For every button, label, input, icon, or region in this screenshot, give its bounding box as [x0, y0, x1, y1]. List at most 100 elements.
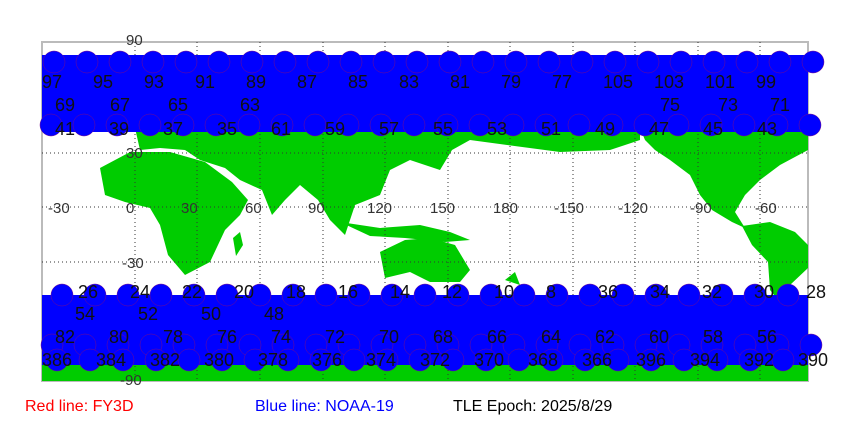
track-time-label: 372	[420, 350, 450, 370]
track-time-label: 382	[150, 350, 180, 370]
track-time-label: 10	[494, 282, 514, 302]
track-time-label: 20	[234, 282, 254, 302]
track-time-label: 52	[138, 304, 158, 324]
track-point	[666, 113, 690, 137]
track-point	[347, 283, 371, 307]
track-time-label: 45	[703, 119, 723, 139]
satellite-tracks	[39, 50, 825, 372]
track-point	[138, 113, 162, 137]
track-point	[507, 348, 531, 372]
track-time-label: 34	[650, 282, 670, 302]
track-time-label: 56	[757, 327, 777, 347]
track-point	[314, 283, 338, 307]
longitude-label: -30	[48, 200, 70, 217]
track-point	[606, 348, 630, 372]
track-time-label: 77	[552, 72, 572, 92]
track-time-label: 87	[297, 72, 317, 92]
track-point	[336, 113, 360, 137]
track-point	[369, 113, 393, 137]
track-point	[512, 283, 536, 307]
track-point	[636, 50, 660, 74]
track-point	[633, 113, 657, 137]
track-point	[573, 348, 597, 372]
track-point	[471, 50, 495, 74]
track-point	[710, 283, 734, 307]
track-point	[240, 50, 264, 74]
track-point	[174, 50, 198, 74]
track-time-label: 12	[442, 282, 462, 302]
track-point	[768, 50, 792, 74]
track-point	[479, 283, 503, 307]
track-point	[798, 113, 822, 137]
track-time-label: 24	[130, 282, 150, 302]
track-time-label: 58	[703, 327, 723, 347]
track-point	[215, 283, 239, 307]
track-time-label: 53	[487, 119, 507, 139]
track-point	[570, 50, 594, 74]
track-point	[306, 50, 330, 74]
track-time-label: 14	[390, 282, 410, 302]
track-point	[149, 283, 173, 307]
track-point	[611, 283, 635, 307]
longitude-label: 90	[308, 200, 325, 217]
track-time-label: 26	[78, 282, 98, 302]
track-point	[438, 50, 462, 74]
longitude-label: 150	[430, 200, 455, 217]
indonesia	[340, 222, 470, 242]
track-point	[534, 113, 558, 137]
track-point	[50, 283, 74, 307]
track-point	[537, 50, 561, 74]
track-time-label: 76	[217, 327, 237, 347]
track-time-label: 57	[379, 119, 399, 139]
longitude-label: 0	[126, 200, 134, 217]
track-point	[600, 113, 624, 137]
track-point	[504, 50, 528, 74]
latitude-label: 90	[126, 32, 143, 49]
track-time-label: 75	[660, 95, 680, 115]
track-time-label: 370	[474, 350, 504, 370]
track-point	[339, 50, 363, 74]
track-time-label: 71	[770, 95, 790, 115]
track-point	[270, 113, 294, 137]
track-point	[540, 348, 564, 372]
track-point	[75, 50, 99, 74]
track-point	[771, 348, 795, 372]
track-time-label: 366	[582, 350, 612, 370]
track-point	[702, 50, 726, 74]
track-point	[402, 113, 426, 137]
track-time-label: 47	[649, 119, 669, 139]
track-time-label: 78	[163, 327, 183, 347]
track-point	[171, 113, 195, 137]
track-point	[603, 50, 627, 74]
track-point	[743, 283, 767, 307]
track-time-label: 39	[109, 119, 129, 139]
track-time-label: 51	[541, 119, 561, 139]
track-time-label: 80	[109, 327, 129, 347]
track-point	[342, 348, 366, 372]
axis-labels: -30 0 30 60 90 120 150 180 -150 -120 -90 -60 90 30 -30…	[48, 32, 777, 389]
new-zealand	[505, 272, 520, 285]
track-time-label: 62	[595, 327, 615, 347]
track-point	[408, 348, 432, 372]
track-point	[108, 50, 132, 74]
track-time-label: 67	[110, 95, 130, 115]
track-labels: 97 95 93 91 89 87 85 83 81 79 77 105 103 101 99 69 67 65 6…	[42, 72, 828, 370]
latitude-label: -30	[122, 255, 144, 272]
track-point	[111, 348, 135, 372]
track-point	[237, 113, 261, 137]
track-point	[468, 113, 492, 137]
track-point	[273, 50, 297, 74]
track-time-label: 91	[195, 72, 215, 92]
track-time-label: 66	[487, 327, 507, 347]
track-time-label: 368	[528, 350, 558, 370]
track-point	[182, 283, 206, 307]
track-point	[116, 283, 140, 307]
track-point	[765, 113, 789, 137]
track-point	[435, 113, 459, 137]
track-time-label: 16	[338, 282, 358, 302]
track-time-label: 95	[93, 72, 113, 92]
track-point	[672, 348, 696, 372]
track-point	[776, 283, 800, 307]
track-point	[248, 283, 272, 307]
track-point	[309, 348, 333, 372]
